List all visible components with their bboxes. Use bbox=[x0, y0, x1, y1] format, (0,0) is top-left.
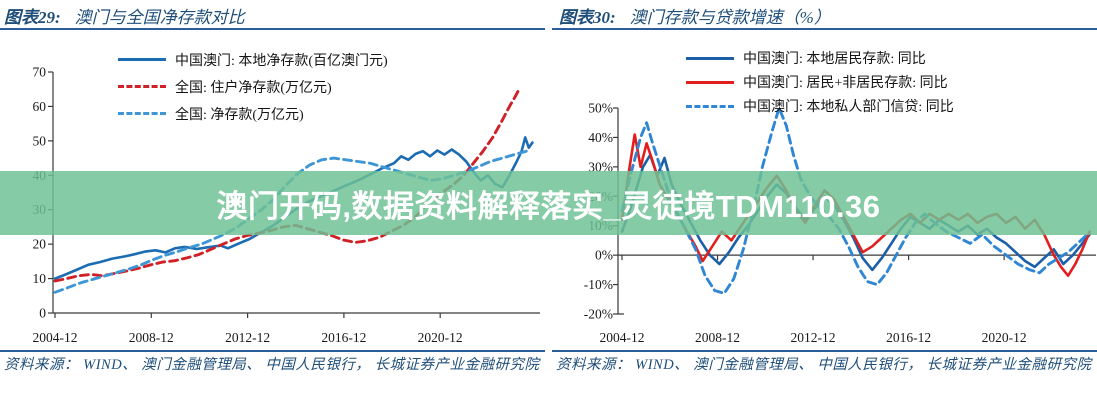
tick-label: 2004-12 bbox=[33, 330, 78, 345]
legend-item: 中国澳门: 本地净存款(百亿澳门元) bbox=[118, 46, 388, 73]
legend-label: 中国澳门: 本地净存款(百亿澳门元) bbox=[175, 53, 388, 69]
tick-label: 70 bbox=[33, 65, 47, 80]
tick-label: 2012-12 bbox=[225, 330, 270, 345]
title-underline-left bbox=[0, 28, 545, 30]
tick-label: 20 bbox=[33, 237, 47, 252]
tick-label: -10% bbox=[584, 277, 613, 292]
watermark-text: 澳门开码,数据资料解释落实_灵徒境TDM110.36 bbox=[216, 188, 881, 224]
legend-item: 全国: 净存款(万亿元) bbox=[118, 100, 388, 127]
legend-label: 中国澳门: 本地居民存款: 同比 bbox=[743, 52, 926, 67]
legend-item: 中国澳门: 本地私人部门信贷: 同比 bbox=[686, 94, 954, 118]
legend-label: 全国: 住户净存款(万亿元) bbox=[175, 80, 332, 96]
source-note-left: 资料来源： WIND、 澳门金融管理局、 中国人民银行， 长城证券产业金融研究院 bbox=[0, 350, 545, 376]
legend-left: 中国澳门: 本地净存款(百亿澳门元) 全国: 住户净存款(万亿元) 全国: 净存款(… bbox=[118, 46, 388, 127]
source-text-left: 资料来源： WIND、 澳门金融管理局、 中国人民银行， 长城证券产业金融研究院 bbox=[4, 357, 540, 373]
tick-label: 10 bbox=[33, 271, 47, 286]
figure-label-right: 图表30: bbox=[559, 8, 616, 27]
chart-title-left: 图表29: 澳门与全国净存款对比 bbox=[4, 3, 245, 28]
figure-label-left: 图表29: bbox=[4, 8, 61, 27]
tick-label: -20% bbox=[584, 307, 613, 322]
figure-title-left: 澳门与全国净存款对比 bbox=[74, 8, 245, 27]
legend-line-sample bbox=[118, 58, 166, 61]
source-note-right: 资料来源： WIND、 澳门金融管理局、 中国人民银行， 长城证券产业金融研究院 bbox=[552, 350, 1097, 376]
legend-line-sample bbox=[686, 80, 734, 84]
tick-label: 2008-12 bbox=[695, 330, 740, 345]
legend-item: 全国: 住户净存款(万亿元) bbox=[118, 73, 388, 100]
source-text-right: 资料来源： WIND、 澳门金融管理局、 中国人民银行， 长城证券产业金融研究院 bbox=[556, 357, 1092, 373]
legend-item: 中国澳门: 本地居民存款: 同比 bbox=[686, 46, 954, 70]
tick-label: 40% bbox=[588, 130, 613, 145]
tick-label: 2020-12 bbox=[982, 330, 1027, 345]
tick-label: 30% bbox=[588, 159, 613, 174]
legend-line-sample bbox=[118, 112, 166, 115]
legend-item: 中国澳门: 居民+非居民存款: 同比 bbox=[686, 70, 954, 94]
tick-label: 50 bbox=[33, 133, 47, 148]
tick-label: 0 bbox=[39, 306, 46, 321]
legend-line-sample bbox=[686, 56, 734, 60]
title-underline-right bbox=[552, 28, 1097, 30]
tick-label: 2016-12 bbox=[321, 330, 366, 345]
legend-line-sample bbox=[686, 104, 734, 108]
legend-right: 中国澳门: 本地居民存款: 同比中国澳门: 居民+非居民存款: 同比 中国澳门: … bbox=[686, 46, 954, 118]
chart-title-right: 图表30: 澳门存款与贷款增速（%） bbox=[559, 3, 831, 28]
legend-label: 中国澳门: 本地私人部门信贷: 同比 bbox=[743, 100, 954, 115]
tick-label: 50% bbox=[588, 101, 613, 116]
watermark-banner: 澳门开码,数据资料解释落实_灵徒境TDM110.36 bbox=[0, 171, 1097, 235]
legend-label: 中国澳门: 居民+非居民存款: 同比 bbox=[743, 76, 948, 91]
tick-label: 2020-12 bbox=[418, 330, 463, 345]
legend-line-sample bbox=[118, 85, 166, 88]
figure-title-right: 澳门存款与贷款增速（%） bbox=[629, 8, 831, 27]
tick-label: 2004-12 bbox=[600, 330, 645, 345]
legend-label: 全国: 净存款(万亿元) bbox=[175, 107, 304, 123]
tick-label: 2012-12 bbox=[791, 330, 836, 345]
tick-label: 2016-12 bbox=[886, 330, 931, 345]
tick-label: 2008-12 bbox=[129, 330, 174, 345]
tick-label: 0% bbox=[595, 248, 613, 263]
tick-label: 60 bbox=[33, 99, 47, 114]
